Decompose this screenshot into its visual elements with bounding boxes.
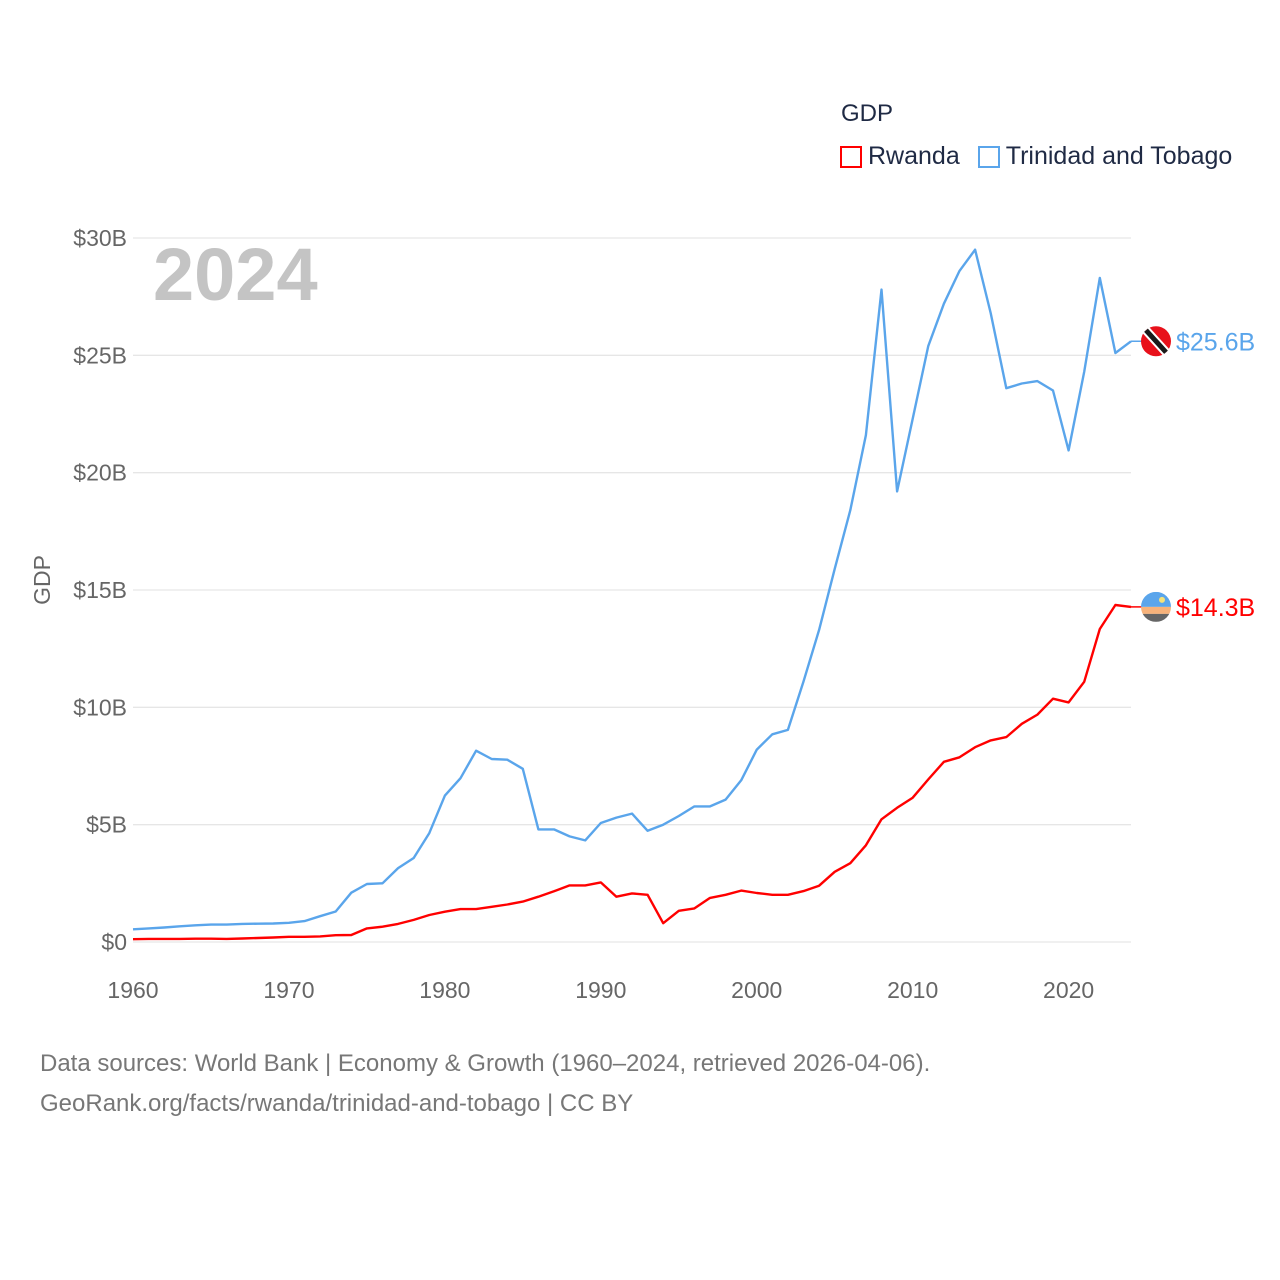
y-tick-label: $30B	[73, 225, 127, 251]
y-tick-label: $25B	[73, 342, 127, 368]
x-tick-label: 1970	[263, 977, 314, 1003]
x-tick-label: 2010	[887, 977, 938, 1003]
end-value-label: $25.6B	[1176, 328, 1255, 356]
y-tick-label: $5B	[86, 812, 127, 838]
trinidad-flag-icon	[1141, 326, 1171, 357]
footer: Data sources: World Bank | Economy & Gro…	[40, 1044, 930, 1124]
legend-item-trinidad[interactable]: Trinidad and Tobago	[977, 142, 1233, 171]
end-value-label: $14.3B	[1176, 594, 1255, 622]
y-tick-label: $20B	[73, 460, 127, 486]
legend-swatch-rwanda	[840, 145, 862, 168]
flag-blue	[1141, 591, 1171, 607]
legend-label-trinidad: Trinidad and Tobago	[1005, 142, 1233, 170]
flag-yellow	[1141, 606, 1171, 614]
flag-stripe-black	[1144, 328, 1168, 354]
rwanda-flag-icon	[1141, 591, 1171, 622]
x-tick-label: 2020	[1043, 977, 1094, 1003]
legend: Rwanda Trinidad and Tobago	[840, 142, 1232, 171]
x-tick-label: 1980	[419, 977, 470, 1003]
footer-sources: Data sources: World Bank | Economy & Gro…	[40, 1050, 931, 1077]
legend-swatch-trinidad	[977, 145, 1000, 168]
y-tick-label: $0	[101, 929, 127, 955]
legend-item-rwanda[interactable]: Rwanda	[840, 142, 960, 171]
x-tick-label: 1990	[575, 977, 626, 1003]
legend-title: GDP	[841, 100, 894, 127]
series-line-trinidad	[132, 248, 1132, 931]
y-axis-label: GDP	[29, 555, 55, 605]
x-tick-label: 1960	[107, 977, 158, 1003]
legend-label-rwanda: Rwanda	[868, 142, 960, 170]
y-tick-label: $10B	[73, 694, 127, 720]
flag-green	[1141, 613, 1171, 622]
footer-link[interactable]: GeoRank.org/facts/rwanda/trinidad-and-to…	[40, 1090, 634, 1117]
y-tick-label: $15B	[73, 577, 127, 603]
series-line-rwanda	[132, 603, 1132, 941]
flag-sun	[1159, 596, 1165, 603]
year-watermark: 2024	[153, 233, 318, 316]
x-tick-label: 2000	[731, 977, 782, 1003]
